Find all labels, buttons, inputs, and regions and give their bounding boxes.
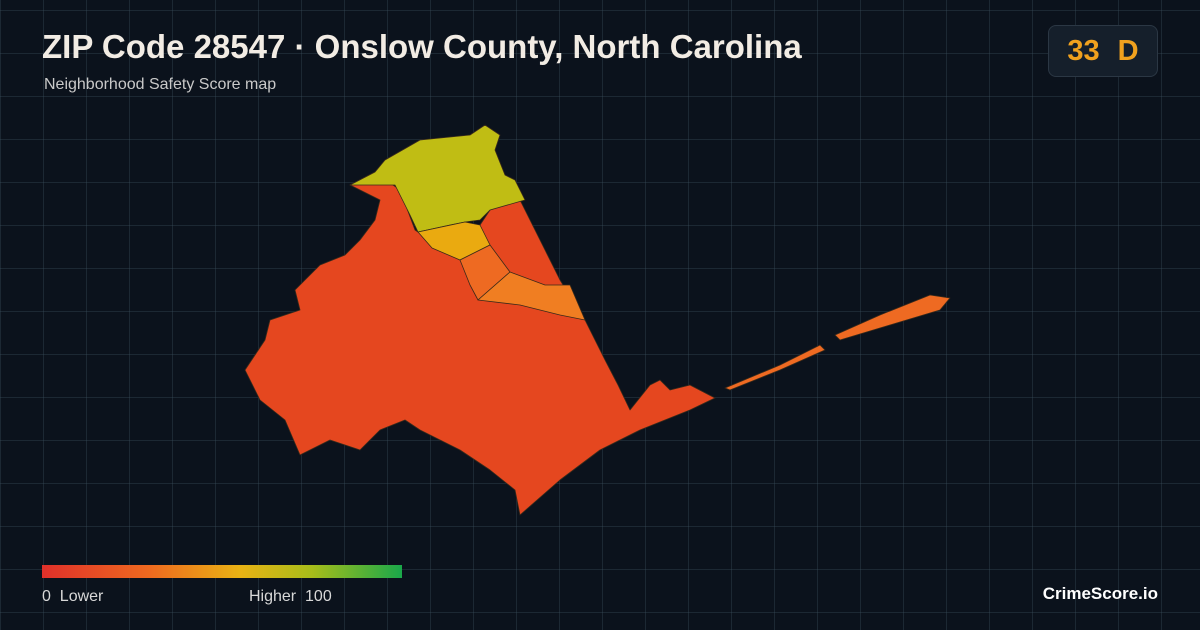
- legend-low: 0 Lower: [42, 588, 103, 606]
- legend-max: 100: [305, 588, 332, 605]
- score: 33: [1067, 34, 1100, 67]
- brand: CrimeScore.io: [1042, 584, 1158, 603]
- legend-bar: [42, 565, 402, 578]
- title: ZIP Code 28547 · Onslow County, North Ca…: [42, 28, 802, 65]
- legend-max-label: Higher: [249, 588, 297, 605]
- region: [244, 171, 716, 516]
- legend-min: 0: [42, 588, 51, 605]
- grade: D: [1117, 34, 1139, 67]
- legend-high: Higher 100: [249, 588, 332, 606]
- subtitle: Neighborhood Safety Score map: [44, 76, 277, 93]
- region: [724, 344, 826, 391]
- region: [834, 294, 951, 341]
- legend-min-label: Lower: [59, 588, 104, 605]
- score-badge: 33 D: [1048, 25, 1158, 77]
- region: [477, 271, 586, 321]
